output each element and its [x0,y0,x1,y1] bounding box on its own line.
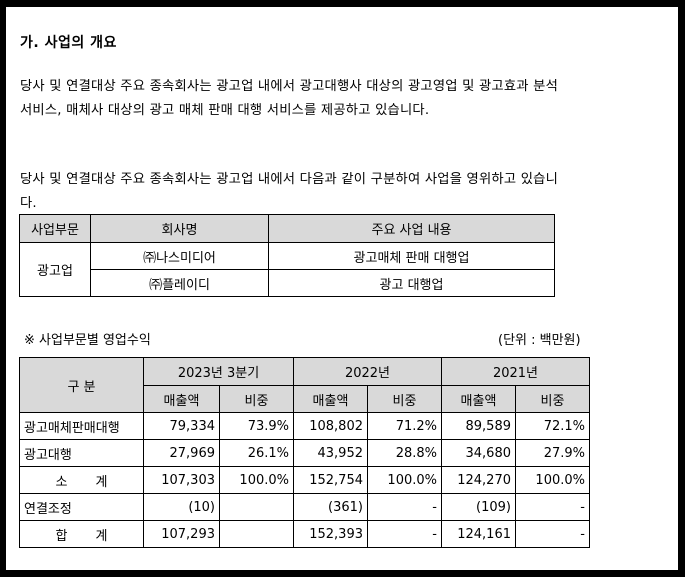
overview-paragraph: 당사 및 연결대상 주요 종속회사는 광고업 내에서 광고대행사 대상의 광고영… [20,79,559,118]
period-header: 2021년 [441,357,590,386]
segment-header: 사업부문 [19,214,91,243]
segment-cell: 광고업 [19,242,91,297]
business-cell: 광고매체 판매 대행업 [268,242,555,270]
value-cell [219,520,294,548]
value-cell: 26.1% [219,439,294,467]
row-label: 광고매체판매대행 [19,412,144,440]
revenue-note: ※ 사업부문별 영업수익 [24,333,151,348]
value-cell: 72.1% [515,412,590,440]
table-row: 연결조정 (10) (361) - (109) - [19,493,590,521]
segment-paragraph: 당사 및 연결대상 주요 종속회사는 광고업 내에서 다음과 같이 구분하여 사… [20,172,559,211]
value-cell: 124,161 [441,520,516,548]
value-cell: - [367,520,442,548]
period-header: 2022년 [293,357,442,386]
value-cell: 100.0% [515,466,590,494]
value-cell: 152,393 [293,520,368,548]
sub-header: 매출액 [441,385,516,413]
value-cell: 27.9% [515,439,590,467]
value-cell: (10) [143,493,220,521]
table-row: 합 계 107,293 152,393 - 124,161 - [19,520,590,548]
value-cell: (109) [441,493,516,521]
sub-header: 매출액 [293,385,368,413]
value-cell: 100.0% [219,466,294,494]
business-header: 주요 사업 내용 [268,214,555,243]
row-label: 광고대행 [19,439,144,467]
table-row: 광고대행 27,969 26.1% 43,952 28.8% 34,680 27… [19,439,590,467]
business-cell: 광고 대행업 [268,269,555,297]
value-cell: 124,270 [441,466,516,494]
sub-header: 매출액 [143,385,220,413]
revenue-table: 구 분 2023년 3분기 2022년 2021년 매출액 비중 매출액 비중 … [19,357,590,548]
value-cell: 34,680 [441,439,516,467]
value-cell: 108,802 [293,412,368,440]
table-row: 소 계 107,303 100.0% 152,754 100.0% 124,27… [19,466,590,494]
section-heading: 가. 사업의 개요 [20,35,117,51]
sub-header: 비중 [219,385,294,413]
value-cell: - [515,493,590,521]
unit-label: (단위 : 백만원) [498,333,581,348]
value-cell: - [515,520,590,548]
value-cell: 107,303 [143,466,220,494]
value-cell: 27,969 [143,439,220,467]
value-cell: 152,754 [293,466,368,494]
value-cell: (361) [293,493,368,521]
value-cell [219,493,294,521]
row-label: 연결조정 [19,493,144,521]
value-cell: 73.9% [219,412,294,440]
row-label: 소 계 [19,466,144,494]
company-header: 회사명 [90,214,269,243]
company-cell: ㈜나스미디어 [90,242,269,270]
value-cell: 71.2% [367,412,442,440]
value-cell: 107,293 [143,520,220,548]
value-cell: 100.0% [367,466,442,494]
period-header: 2023년 3분기 [143,357,294,386]
value-cell: 79,334 [143,412,220,440]
category-header: 구 분 [19,357,144,413]
document-page: 가. 사업의 개요 당사 및 연결대상 주요 종속회사는 광고업 내에서 광고대… [6,7,678,570]
row-label: 합 계 [19,520,144,548]
sub-header: 비중 [515,385,590,413]
value-cell: - [367,493,442,521]
value-cell: 89,589 [441,412,516,440]
sub-header: 비중 [367,385,442,413]
segment-table: 사업부문 회사명 주요 사업 내용 광고업 ㈜나스미디어 광고매체 판매 대행업… [19,214,555,297]
value-cell: 43,952 [293,439,368,467]
table-row: 광고매체판매대행 79,334 73.9% 108,802 71.2% 89,5… [19,412,590,440]
value-cell: 28.8% [367,439,442,467]
company-cell: ㈜플레이디 [90,269,269,297]
